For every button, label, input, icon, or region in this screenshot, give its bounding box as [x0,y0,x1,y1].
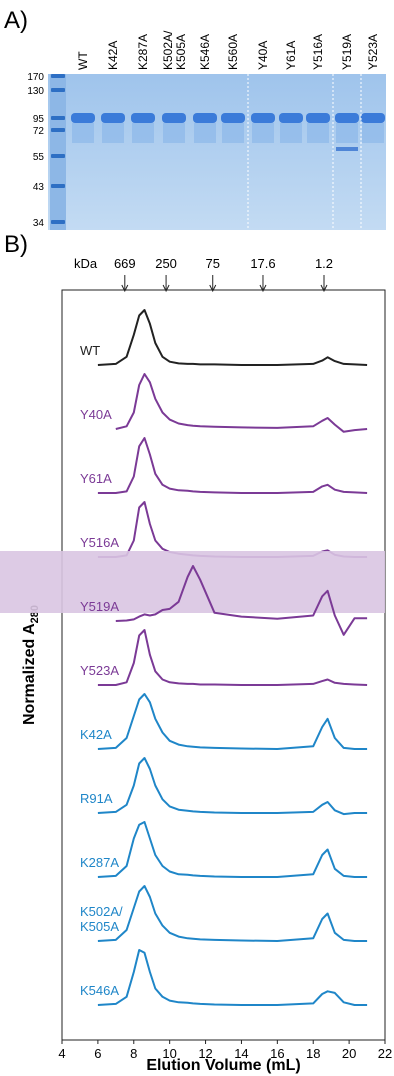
series-label: R91A [80,791,113,806]
ladder-band [51,116,65,120]
marker-label: 34 [33,218,45,229]
ladder-band [51,74,65,78]
marker-label: 72 [33,126,45,137]
series-label: K42A [80,727,112,742]
trace [98,886,367,941]
lane-label: Y523A [366,34,380,70]
lane-label: Y516A [311,34,325,70]
band-smear [102,123,124,143]
standards-unit: kDa [74,256,98,271]
ladder-band [51,128,65,132]
lane-label-line: K505A [174,34,188,70]
marker-label: 170 [27,72,44,83]
lane-label: K502A/K505A [161,30,188,70]
band-smear [336,123,358,143]
series-label: Y519A [80,599,119,614]
band-smear [252,123,274,143]
panel-label: A) [4,7,28,34]
ladder-lane [50,74,66,230]
trace [98,950,367,1005]
protein-band [162,113,186,123]
lane-label: K560A [226,34,240,70]
y-axis-label: Normalized A280 [21,605,41,725]
protein-band [193,113,217,123]
band-smear [72,123,94,143]
trace [98,822,367,877]
trace [116,374,367,432]
panel-label: B) [4,231,28,258]
trace [98,438,367,493]
ladder-band [51,184,65,188]
lane-label: K546A [198,34,212,70]
marker-label: 43 [33,182,45,193]
protein-band [251,113,275,123]
lane-label: K42A [106,41,120,70]
x-tick-label: 18 [306,1046,320,1061]
trace [98,758,367,814]
standard-label: 17.6 [250,256,275,271]
trace [98,502,367,557]
series-label: Y523A [80,663,119,678]
x-tick-label: 6 [94,1046,101,1061]
band-smear [362,123,384,143]
x-tick-label: 22 [378,1046,392,1061]
trace [98,694,367,749]
trace [98,310,367,365]
protein-band [361,113,385,123]
protein-band [306,113,330,123]
marker-label: 55 [33,152,45,163]
band-smear [280,123,302,143]
protein-band [131,113,155,123]
band-smear [222,123,244,143]
lane-label: Y519A [340,34,354,70]
band-smear [194,123,216,143]
lane-label: K287A [136,34,150,70]
series-label: K546A [80,983,119,998]
marker-label: 95 [33,114,45,125]
lane-label-line: K502A/ [161,30,175,70]
protein-band [335,113,359,123]
figure: A) B) 170 130 9572 55 43 34 WT K42A K287A K502A/K… [0,0,394,1076]
standard-label: 1.2 [315,256,333,271]
ladder-band [51,88,65,92]
standard-label: 75 [205,256,219,271]
lane-label: Y40A [256,41,270,70]
lane-label: WT [76,51,90,70]
series-label: Y40A [80,407,112,422]
trace [98,630,367,685]
band-smear [163,123,185,143]
minor-band [336,147,358,151]
gel [48,74,386,230]
lane-label: Y61A [284,41,298,70]
ladder-band [51,220,65,224]
series-label: WT [80,343,100,358]
ladder-band [51,154,65,158]
x-tick-label: 20 [342,1046,356,1061]
highlight-band [0,551,385,613]
protein-band [71,113,95,123]
standard-label: 250 [155,256,177,271]
marker-label: 130 [27,86,44,97]
band-smear [307,123,329,143]
protein-band [279,113,303,123]
series-label: K502A/ K505A [80,904,123,934]
protein-band [101,113,125,123]
band-smear [132,123,154,143]
protein-band [221,113,245,123]
page: {"gel": {"label": "A)", "lanes": ["WT", … [0,0,394,1076]
standard-label: 669 [114,256,136,271]
x-tick-label: 8 [130,1046,137,1061]
x-axis-label: Elution Volume (mL) [146,1057,300,1074]
series-label: Y61A [80,471,112,486]
series-label: K287A [80,855,119,870]
x-tick-label: 4 [58,1046,65,1061]
series-label: Y516A [80,535,119,550]
